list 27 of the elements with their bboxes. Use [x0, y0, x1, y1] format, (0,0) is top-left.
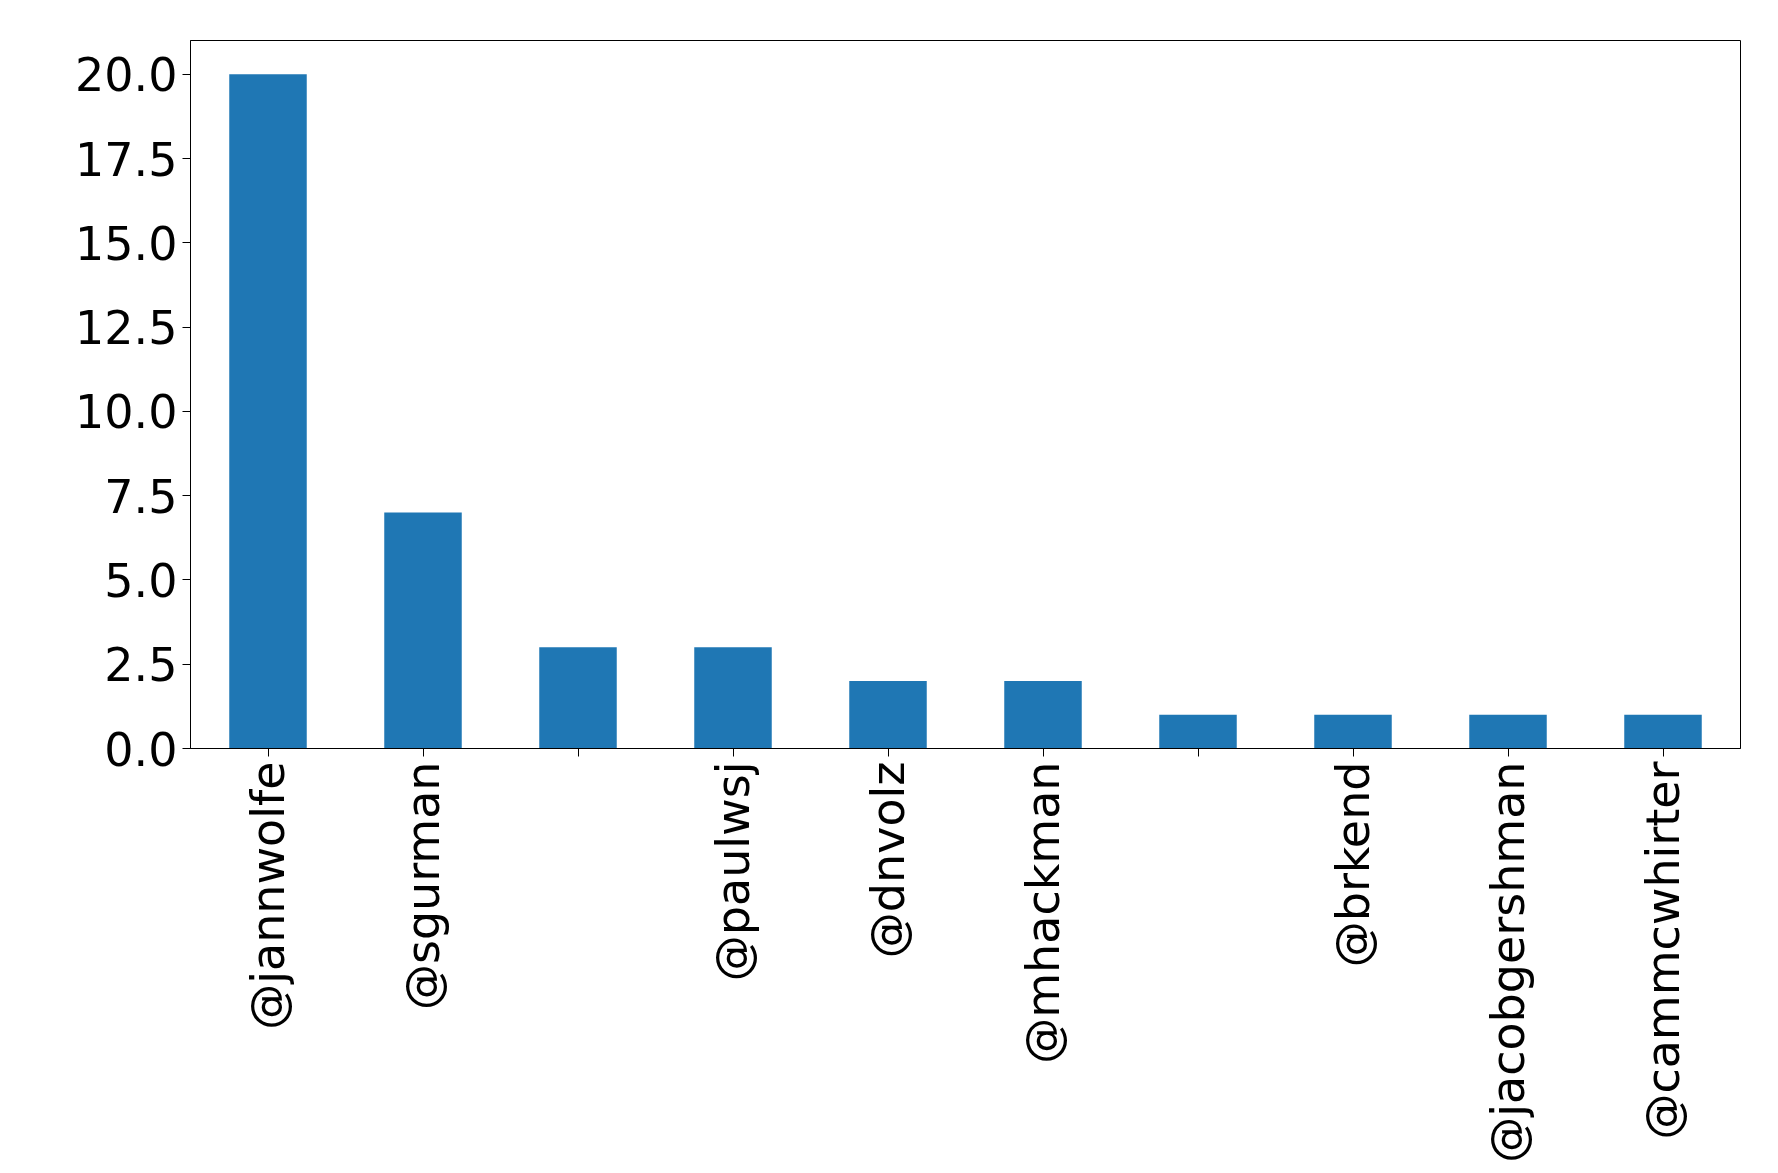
- x-tick-label: @jannwolfe: [241, 761, 295, 1030]
- y-tick-label: 7.5: [104, 469, 178, 524]
- bar: [384, 512, 462, 749]
- y-tick-label: 0.0: [104, 722, 178, 777]
- bar: [229, 74, 307, 749]
- bar: [1624, 714, 1702, 749]
- bar: [1159, 714, 1237, 749]
- x-tick-label: @jacobgershman: [1481, 761, 1535, 1163]
- y-tick-label: 5.0: [104, 553, 178, 608]
- bar: [1469, 714, 1547, 749]
- bar: [849, 681, 927, 749]
- y-tick-label: 17.5: [75, 132, 178, 187]
- bar: [1004, 681, 1082, 749]
- y-tick-label: 12.5: [75, 301, 178, 356]
- x-tick-label: @mhackman: [1016, 761, 1070, 1064]
- x-tick-label: @sgurman: [396, 761, 450, 1011]
- y-tick-label: 2.5: [104, 638, 178, 693]
- bar: [1314, 714, 1392, 749]
- y-tick-label: 15.0: [75, 216, 178, 271]
- x-tick-label: @cammcwhirter: [1636, 761, 1690, 1140]
- bar: [539, 647, 617, 749]
- y-tick-label: 20.0: [75, 48, 178, 103]
- x-tick-label: @dnvolz: [861, 761, 915, 959]
- y-tick-label: 10.0: [75, 385, 178, 440]
- x-tick-label: @paulwsj: [706, 761, 760, 982]
- bar: [694, 647, 772, 749]
- x-tick-label: @brkend: [1326, 761, 1380, 968]
